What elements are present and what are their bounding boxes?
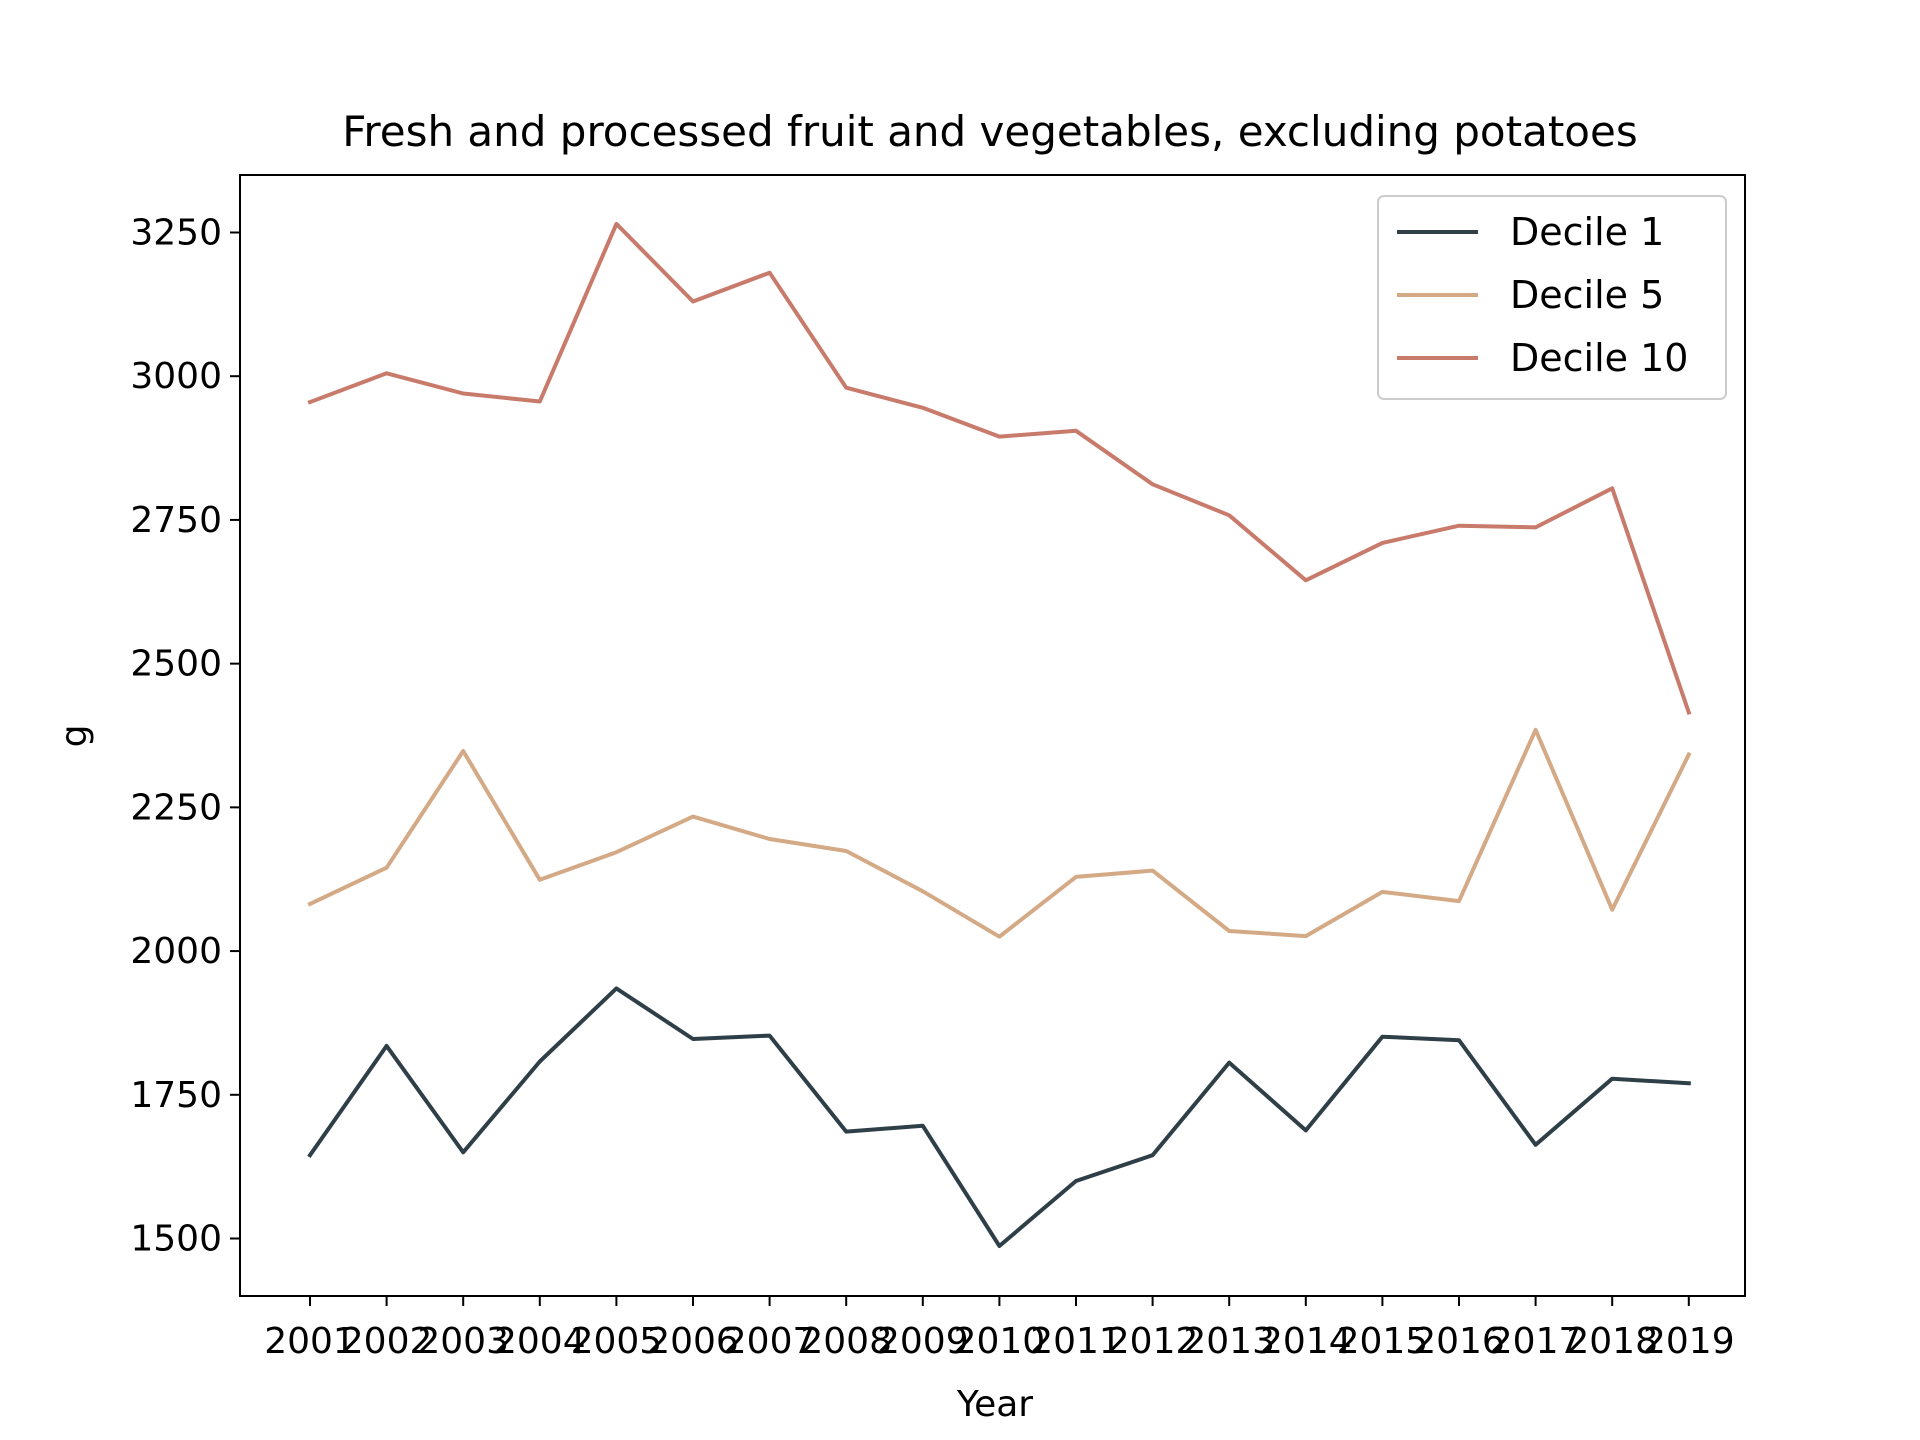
x-tick-label: 2003: [417, 1321, 509, 1362]
x-tick-label: 2015: [1337, 1321, 1429, 1362]
y-tick-label: 2500: [130, 644, 222, 685]
legend: Decile 1 Decile 5 Decile 10: [1377, 195, 1727, 400]
x-tick-label: 2011: [1030, 1321, 1122, 1362]
x-tick-label: 2009: [877, 1321, 969, 1362]
x-tick-label: 2005: [571, 1321, 663, 1362]
x-tick-label: 2004: [494, 1321, 586, 1362]
chart-title: Fresh and processed fruit and vegetables…: [342, 107, 1637, 156]
x-tick-label: 2018: [1566, 1321, 1658, 1362]
series-line-decile-5: [307, 727, 1692, 939]
x-tick-label: 2002: [341, 1321, 433, 1362]
y-tick-label: 2750: [130, 500, 222, 541]
x-axis: 2001200220032004200520062007200820092010…: [264, 1296, 1735, 1362]
plot-area: [239, 174, 1746, 1297]
x-tick-label: 2001: [264, 1321, 356, 1362]
legend-frame: [1377, 195, 1727, 400]
y-tick-label: 2250: [130, 787, 222, 828]
x-tick-label: 2007: [724, 1321, 816, 1362]
x-tick-label: 2012: [1107, 1321, 1199, 1362]
x-tick-label: 2006: [647, 1321, 739, 1362]
x-tick-label: 2013: [1183, 1321, 1275, 1362]
x-tick-label: 2014: [1260, 1321, 1352, 1362]
x-tick-label: 2008: [800, 1321, 892, 1362]
x-tick-label: 2017: [1490, 1321, 1582, 1362]
x-tick-label: 2016: [1413, 1321, 1505, 1362]
y-axis: 1500 1750 2000 2250 2500 2750 3000 3250: [130, 212, 240, 1260]
y-tick-label: 1500: [130, 1219, 222, 1260]
x-axis-label: Year: [956, 1384, 1033, 1425]
series-line-decile-10: [307, 221, 1692, 716]
x-tick-label: 2010: [954, 1321, 1046, 1362]
legend-label-decile-5: Decile 5: [1510, 273, 1664, 317]
legend-label-decile-1: Decile 1: [1510, 210, 1664, 254]
x-tick-label: 2019: [1643, 1321, 1735, 1362]
y-tick-label: 2000: [130, 931, 222, 972]
y-tick-label: 1750: [130, 1075, 222, 1116]
series-layer: [307, 221, 1692, 1248]
series-line-decile-1: [307, 986, 1691, 1248]
y-tick-label: 3250: [130, 212, 222, 253]
legend-label-decile-10: Decile 10: [1510, 336, 1688, 380]
y-tick-label: 3000: [130, 356, 222, 397]
y-axis-label: g: [54, 725, 95, 748]
